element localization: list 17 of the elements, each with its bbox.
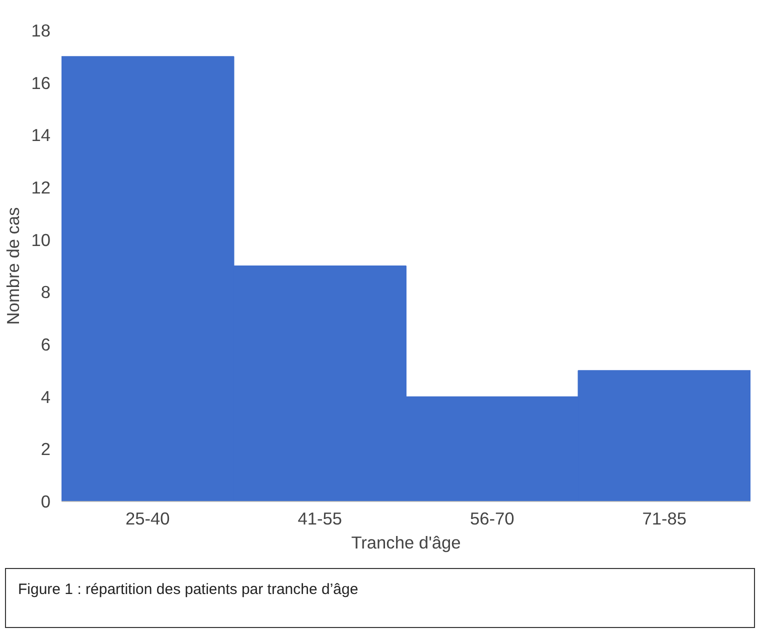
y-tick-label: 12 — [31, 178, 51, 198]
y-tick-label: 10 — [31, 230, 51, 250]
x-tick-label: 41-55 — [298, 508, 342, 528]
y-tick-label: 18 — [31, 20, 51, 40]
y-tick-label: 14 — [31, 125, 51, 146]
y-tick-label: 8 — [40, 282, 51, 302]
y-tick-label: 4 — [40, 386, 51, 407]
x-axis-title: Tranche d'âge — [351, 532, 461, 552]
x-tick-label: 25-40 — [125, 508, 170, 528]
x-tick-label: 71-85 — [642, 508, 687, 528]
x-tick-label: 56-70 — [470, 508, 514, 528]
y-tick-label: 0 — [40, 492, 51, 512]
y-tick-label: 6 — [40, 334, 51, 354]
y-tick-label: 2 — [40, 439, 51, 460]
y-axis-title: Nombre de cas — [3, 206, 24, 325]
caption: Figure 1 : répartition des patients par tranche d’âge — [18, 580, 358, 600]
y-tick-label: 16 — [31, 72, 51, 93]
